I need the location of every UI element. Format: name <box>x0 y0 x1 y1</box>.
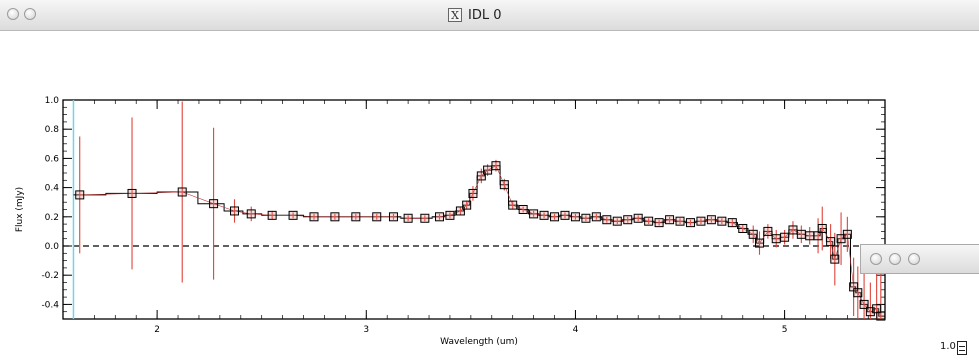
data-point <box>842 229 852 239</box>
data-point <box>675 216 685 226</box>
data-point <box>612 216 622 226</box>
y-axis-label: Flux (mJy) <box>15 187 25 232</box>
y-tick-label: -0.4 <box>41 300 59 310</box>
data-point <box>309 212 319 222</box>
close-window-button[interactable] <box>7 8 19 20</box>
data-point <box>462 200 472 210</box>
y-tick-label: 0.6 <box>45 154 60 164</box>
data-point <box>445 210 455 220</box>
data-point <box>539 210 549 220</box>
window-title-text: IDL 0 <box>468 7 502 23</box>
data-point <box>550 212 560 222</box>
minimize-window-button[interactable] <box>24 8 36 20</box>
data-point <box>508 200 518 210</box>
y-tick-label: 0.4 <box>45 184 60 194</box>
data-point <box>177 187 187 197</box>
data-point <box>330 212 340 222</box>
data-point <box>491 161 501 171</box>
data-point <box>771 234 781 244</box>
x-axis-label: Wavelength (um) <box>440 337 518 347</box>
data-point <box>602 215 612 225</box>
overlay-zoom-button[interactable] <box>908 253 920 265</box>
data-point <box>591 212 601 222</box>
data-point <box>817 223 827 233</box>
data-point <box>717 216 727 226</box>
x-tick-label: 5 <box>782 325 788 335</box>
overlay-minimize-button[interactable] <box>889 253 901 265</box>
data-point <box>780 232 790 242</box>
data-point <box>805 231 815 241</box>
data-point <box>499 180 509 190</box>
data-point <box>420 213 430 223</box>
data-point <box>859 299 869 309</box>
data-point <box>706 215 716 225</box>
spectrum-step-line <box>73 165 885 317</box>
y-tick-label: 1.0 <box>45 96 60 106</box>
data-point <box>826 237 836 247</box>
data-point <box>518 205 528 214</box>
data-point <box>876 311 886 321</box>
data-point <box>403 213 413 223</box>
data-point <box>267 210 277 220</box>
data-point <box>476 171 486 181</box>
data-point <box>623 215 633 225</box>
x-tick-label: 3 <box>363 325 369 335</box>
y-tick-label: 0.0 <box>45 242 60 252</box>
data-point <box>763 226 773 236</box>
y-tick-label: -0.2 <box>41 271 59 281</box>
data-point <box>633 213 643 223</box>
x11-icon: X <box>448 8 462 22</box>
data-point <box>654 218 664 228</box>
data-point <box>830 254 840 264</box>
data-point <box>665 215 675 225</box>
data-point <box>685 218 695 228</box>
y-tick-label: 0.8 <box>45 125 60 135</box>
data-point <box>209 199 219 209</box>
data-point <box>696 216 706 226</box>
data-point <box>755 238 765 248</box>
overlapping-window-titlebar[interactable] <box>860 244 979 274</box>
data-point <box>455 206 465 216</box>
data-point <box>644 216 654 226</box>
data-point <box>788 225 798 235</box>
data-point <box>581 213 591 223</box>
data-point <box>351 212 361 222</box>
data-point <box>434 212 444 222</box>
plot-frame <box>62 99 886 320</box>
y-tick-label: 0.2 <box>45 213 59 223</box>
data-point <box>796 229 806 239</box>
x-tick-label: 4 <box>573 325 579 335</box>
data-point <box>468 188 478 198</box>
data-point <box>246 209 256 219</box>
data-point <box>727 218 737 228</box>
data-point <box>853 288 863 298</box>
data-point <box>865 307 875 317</box>
x-tick-label: 2 <box>154 325 160 335</box>
data-point <box>748 229 758 239</box>
data-point <box>75 190 85 200</box>
spectrum-plot: -0.4 -0.2 0.0 0.2 0.4 0.6 0.8 1.0 2 3 4 5 Wavelength… <box>15 96 886 347</box>
colorbar-max-label: 1.0 <box>940 341 956 352</box>
data-point <box>127 188 137 198</box>
window-title: X IDL 0 <box>448 6 502 24</box>
data-point <box>288 210 298 220</box>
data-point <box>560 210 570 220</box>
data-point <box>738 223 748 233</box>
data-point <box>388 212 398 222</box>
data-point <box>372 212 382 222</box>
data-point <box>230 206 240 216</box>
data-point <box>483 165 493 175</box>
data-point <box>529 209 539 219</box>
data-point <box>570 212 580 222</box>
overlay-close-button[interactable] <box>870 253 882 265</box>
window-titlebar[interactable]: X IDL 0 <box>0 0 979 31</box>
colorbar-icon <box>957 341 967 355</box>
